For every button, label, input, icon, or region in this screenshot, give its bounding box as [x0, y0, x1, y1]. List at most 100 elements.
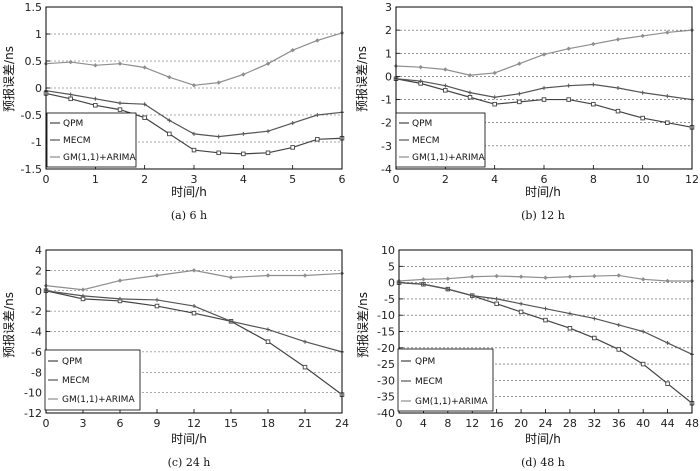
point-mecm: [68, 92, 73, 97]
point-mecm: [266, 327, 270, 332]
x-tick-label: 12: [187, 417, 201, 430]
y-tick-label: -30: [377, 374, 395, 387]
point-gm: [467, 73, 473, 78]
legend-label-mecm: MECM: [412, 136, 440, 146]
y-tick-label: -2: [31, 305, 42, 318]
series-line-mecm: [45, 290, 343, 353]
point-mecm: [517, 91, 522, 96]
xlabel-24h: 时间/h: [171, 432, 207, 446]
ylabel-24h: 预报误差/ns: [1, 292, 16, 358]
point-qpm: [154, 303, 160, 309]
y-tick-label: -8: [31, 366, 42, 379]
x-tick-label: 1: [92, 173, 99, 186]
axes-frame: [45, 249, 343, 414]
point-gm: [543, 275, 548, 280]
legend-24h: QPM MECM GM(1,1)+ARIMA: [44, 349, 141, 411]
point-qpm: [640, 361, 646, 367]
x-tick-label: 6: [339, 173, 346, 186]
caption-48h: (d) 48 h: [521, 456, 565, 469]
legend-label-qpm: QPM: [62, 357, 82, 367]
point-qpm: [68, 96, 73, 102]
legend-12h: QPM MECM GM(1,1)+ARIMA: [395, 112, 485, 168]
point-mecm: [192, 304, 196, 309]
axes-frame: [45, 6, 343, 170]
point-mecm: [192, 131, 196, 136]
panel-48h: 预报误差/ns 时间/h (d) 48 h -40 -35 -30 -25 -20 -15…: [355, 244, 699, 469]
point-gm: [80, 287, 86, 292]
x-tick-label: 4: [491, 173, 498, 186]
x-tick-label: 5: [289, 173, 296, 186]
point-gm: [191, 268, 197, 273]
y-tick-label: -3: [381, 140, 392, 153]
point-gm: [445, 276, 451, 281]
point-gm: [567, 274, 573, 279]
point-mecm: [616, 322, 621, 327]
point-mecm: [492, 95, 497, 100]
point-mecm: [142, 102, 147, 107]
y-tick-label: -2: [381, 117, 392, 130]
point-mecm: [616, 86, 620, 90]
point-mecm: [216, 134, 221, 139]
point-qpm: [567, 325, 573, 331]
point-qpm: [592, 335, 597, 341]
x-tick-label: 44: [661, 417, 675, 430]
x-tick-label: 16: [490, 417, 504, 430]
series-line-gm: [45, 32, 343, 86]
point-mecm: [93, 96, 98, 101]
point-gm: [443, 67, 448, 72]
x-tick-label: 3: [191, 173, 198, 186]
xlabel-6h: 时间/h: [171, 185, 207, 199]
point-mecm: [155, 297, 159, 302]
point-gm: [93, 63, 98, 68]
legend-label-qpm: QPM: [412, 119, 432, 129]
y-tick-label: 3: [385, 1, 392, 14]
point-mecm: [241, 131, 246, 136]
point-gm: [228, 275, 234, 280]
legend-label-gm: GM(1,1)+ARIMA: [412, 153, 485, 163]
point-gm: [616, 273, 621, 278]
legend-48h: QPM MECM GM(1,1)+ARIMA: [397, 348, 494, 412]
ylabel-12h: 预报误差/ns: [354, 46, 369, 112]
caption-6h: (a) 6 h: [171, 209, 207, 222]
axes-frame: [398, 249, 693, 414]
legend-label-qpm: QPM: [415, 357, 435, 367]
x-tick-label: 9: [154, 417, 161, 430]
point-qpm: [191, 310, 197, 316]
x-tick-label: 0: [396, 417, 403, 430]
point-qpm: [443, 88, 448, 93]
point-mecm: [167, 118, 172, 123]
axes-frame: [395, 6, 693, 170]
point-mecm: [229, 319, 233, 324]
point-gm: [591, 41, 596, 47]
y-tick-label: 2: [385, 24, 392, 37]
y-tick-label: 1.5: [25, 1, 43, 14]
point-qpm: [615, 108, 621, 114]
x-tick-label: 6: [117, 417, 124, 430]
x-tick-label: 20: [514, 417, 528, 430]
point-mecm: [470, 293, 475, 298]
legend-box: [397, 348, 494, 412]
point-mecm: [566, 83, 571, 88]
point-gm: [421, 277, 426, 282]
point-mecm: [118, 101, 122, 106]
legend-label-mecm: MECM: [62, 376, 90, 386]
point-qpm: [93, 103, 98, 108]
x-tick-label: 36: [612, 417, 626, 430]
y-tick-label: 2: [35, 264, 42, 277]
point-mecm: [592, 316, 597, 321]
point-qpm: [191, 147, 197, 153]
y-tick-label: -5: [384, 293, 395, 306]
x-tick-label: 15: [224, 417, 238, 430]
point-mecm: [542, 86, 546, 90]
y-tick-label: -10: [24, 387, 42, 400]
point-qpm: [117, 107, 123, 112]
point-gm: [191, 83, 197, 88]
point-gm: [615, 37, 621, 42]
point-gm: [494, 273, 499, 279]
legend-label-qpm: QPM: [63, 119, 83, 129]
point-qpm: [241, 151, 246, 157]
xlabel-12h: 时间/h: [525, 185, 561, 199]
x-tick-label: 24: [335, 417, 349, 430]
point-gm: [315, 38, 320, 43]
